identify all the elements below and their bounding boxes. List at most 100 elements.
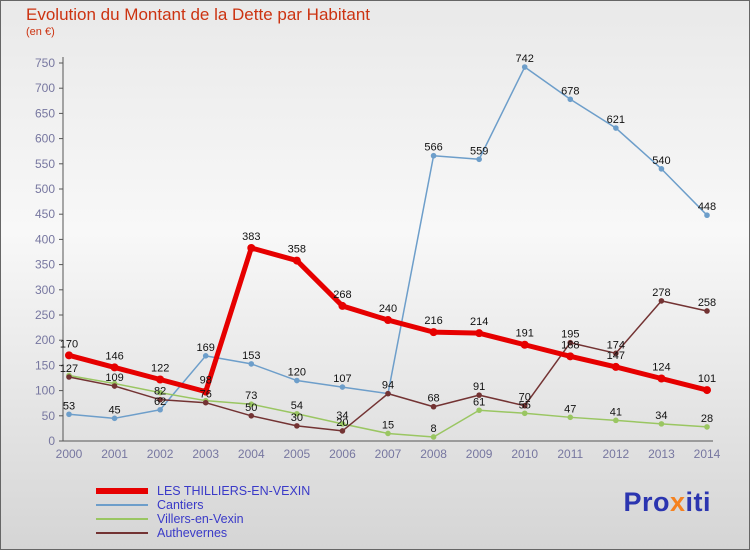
value-label: 70 bbox=[519, 392, 531, 404]
data-point bbox=[156, 375, 165, 384]
data-point bbox=[429, 328, 438, 337]
data-point bbox=[430, 403, 437, 410]
value-label: 540 bbox=[652, 155, 670, 167]
legend: LES THILLIERS-EN-VEXIN Cantiers Villers-… bbox=[96, 484, 310, 540]
x-tick-label: 2014 bbox=[694, 447, 721, 461]
data-point bbox=[613, 417, 619, 424]
value-label: 278 bbox=[652, 287, 670, 299]
data-point bbox=[476, 156, 482, 163]
logo-text-iti: iti bbox=[685, 487, 711, 517]
value-label: 55 bbox=[519, 399, 531, 411]
value-label: 107 bbox=[333, 373, 351, 385]
value-label: 168 bbox=[561, 339, 579, 351]
value-label: 268 bbox=[333, 289, 351, 301]
value-label: 45 bbox=[108, 404, 120, 416]
data-point bbox=[201, 387, 210, 396]
data-point bbox=[520, 340, 529, 349]
value-label: 15 bbox=[382, 419, 394, 431]
y-tick-label: 50 bbox=[42, 409, 56, 423]
value-label: 191 bbox=[516, 328, 534, 340]
value-label: 195 bbox=[561, 329, 579, 341]
legend-label-cantiers: Cantiers bbox=[157, 497, 204, 512]
value-label: 20 bbox=[336, 417, 348, 429]
data-point bbox=[248, 401, 255, 408]
value-label: 383 bbox=[242, 231, 260, 243]
value-label: 73 bbox=[245, 390, 257, 402]
value-label: 742 bbox=[516, 53, 534, 65]
y-tick-label: 600 bbox=[35, 132, 55, 146]
value-label: 566 bbox=[424, 142, 442, 154]
data-point bbox=[247, 243, 256, 252]
legend-swatch-authevernes bbox=[96, 531, 148, 534]
legend-item-villers-en-vexin: Villers-en-Vexin bbox=[96, 511, 310, 526]
data-point bbox=[611, 362, 620, 371]
value-label: 358 bbox=[288, 244, 306, 256]
value-label: 61 bbox=[473, 396, 485, 408]
data-point bbox=[475, 329, 484, 338]
data-point bbox=[430, 434, 437, 440]
data-point bbox=[658, 298, 665, 304]
y-tick-label: 150 bbox=[35, 358, 55, 372]
y-tick-label: 500 bbox=[35, 182, 55, 196]
data-point bbox=[202, 353, 209, 359]
data-point bbox=[521, 402, 528, 409]
legend-item-cantiers: Cantiers bbox=[96, 497, 310, 512]
value-label: 214 bbox=[470, 316, 488, 328]
value-label: 146 bbox=[105, 350, 123, 362]
y-tick-label: 750 bbox=[35, 56, 55, 70]
legend-label-villers-en-vexin: Villers-en-Vexin bbox=[157, 511, 244, 526]
y-tick-label: 250 bbox=[35, 308, 55, 322]
data-point bbox=[157, 389, 163, 396]
y-tick-label: 550 bbox=[35, 157, 55, 171]
data-point bbox=[110, 363, 119, 372]
data-point bbox=[339, 428, 346, 434]
data-point bbox=[566, 352, 575, 361]
value-label: 120 bbox=[288, 367, 306, 379]
data-point bbox=[111, 383, 118, 389]
x-tick-label: 2005 bbox=[284, 447, 311, 461]
y-tick-label: 450 bbox=[35, 207, 55, 221]
data-point bbox=[521, 410, 528, 417]
data-point bbox=[567, 96, 574, 103]
value-label: 240 bbox=[379, 303, 397, 315]
x-tick-label: 2004 bbox=[238, 447, 265, 461]
value-label: 170 bbox=[60, 338, 78, 350]
legend-swatch-villers-en-vexin bbox=[96, 517, 148, 520]
data-point bbox=[567, 414, 574, 421]
value-label: 147 bbox=[607, 350, 625, 362]
data-point bbox=[66, 411, 72, 418]
value-label: 109 bbox=[105, 372, 123, 384]
data-point bbox=[476, 392, 482, 398]
value-label: 54 bbox=[291, 400, 303, 412]
data-point bbox=[385, 390, 391, 397]
y-tick-label: 700 bbox=[35, 81, 55, 95]
value-label: 30 bbox=[291, 412, 303, 424]
x-tick-label: 2009 bbox=[466, 447, 493, 461]
data-point bbox=[658, 166, 665, 172]
legend-item-les-thilliers-en-vexin: LES THILLIERS-EN-VEXIN bbox=[96, 484, 310, 498]
data-point bbox=[294, 423, 300, 429]
legend-swatch-les-thilliers-en-vexin bbox=[96, 487, 148, 494]
value-label: 678 bbox=[561, 85, 579, 97]
value-label: 62 bbox=[154, 396, 166, 408]
chart-title: Evolution du Montant de la Dette par Hab… bbox=[26, 5, 370, 24]
data-point bbox=[430, 152, 437, 159]
data-point bbox=[567, 339, 574, 346]
data-point bbox=[384, 316, 392, 325]
value-label: 169 bbox=[197, 342, 215, 354]
x-tick-label: 2006 bbox=[329, 447, 356, 461]
proxiti-logo: Proxiti bbox=[623, 487, 711, 518]
x-tick-label: 2003 bbox=[192, 447, 219, 461]
value-label: 41 bbox=[610, 406, 622, 418]
data-point bbox=[339, 421, 346, 427]
x-tick-label: 2008 bbox=[420, 447, 447, 461]
value-label: 53 bbox=[63, 400, 75, 412]
value-label: 50 bbox=[245, 402, 257, 414]
value-label: 448 bbox=[698, 201, 716, 213]
legend-label-authevernes: Authevernes bbox=[157, 525, 228, 540]
data-point bbox=[339, 384, 346, 390]
data-point bbox=[703, 386, 711, 395]
value-label: 216 bbox=[424, 315, 442, 327]
